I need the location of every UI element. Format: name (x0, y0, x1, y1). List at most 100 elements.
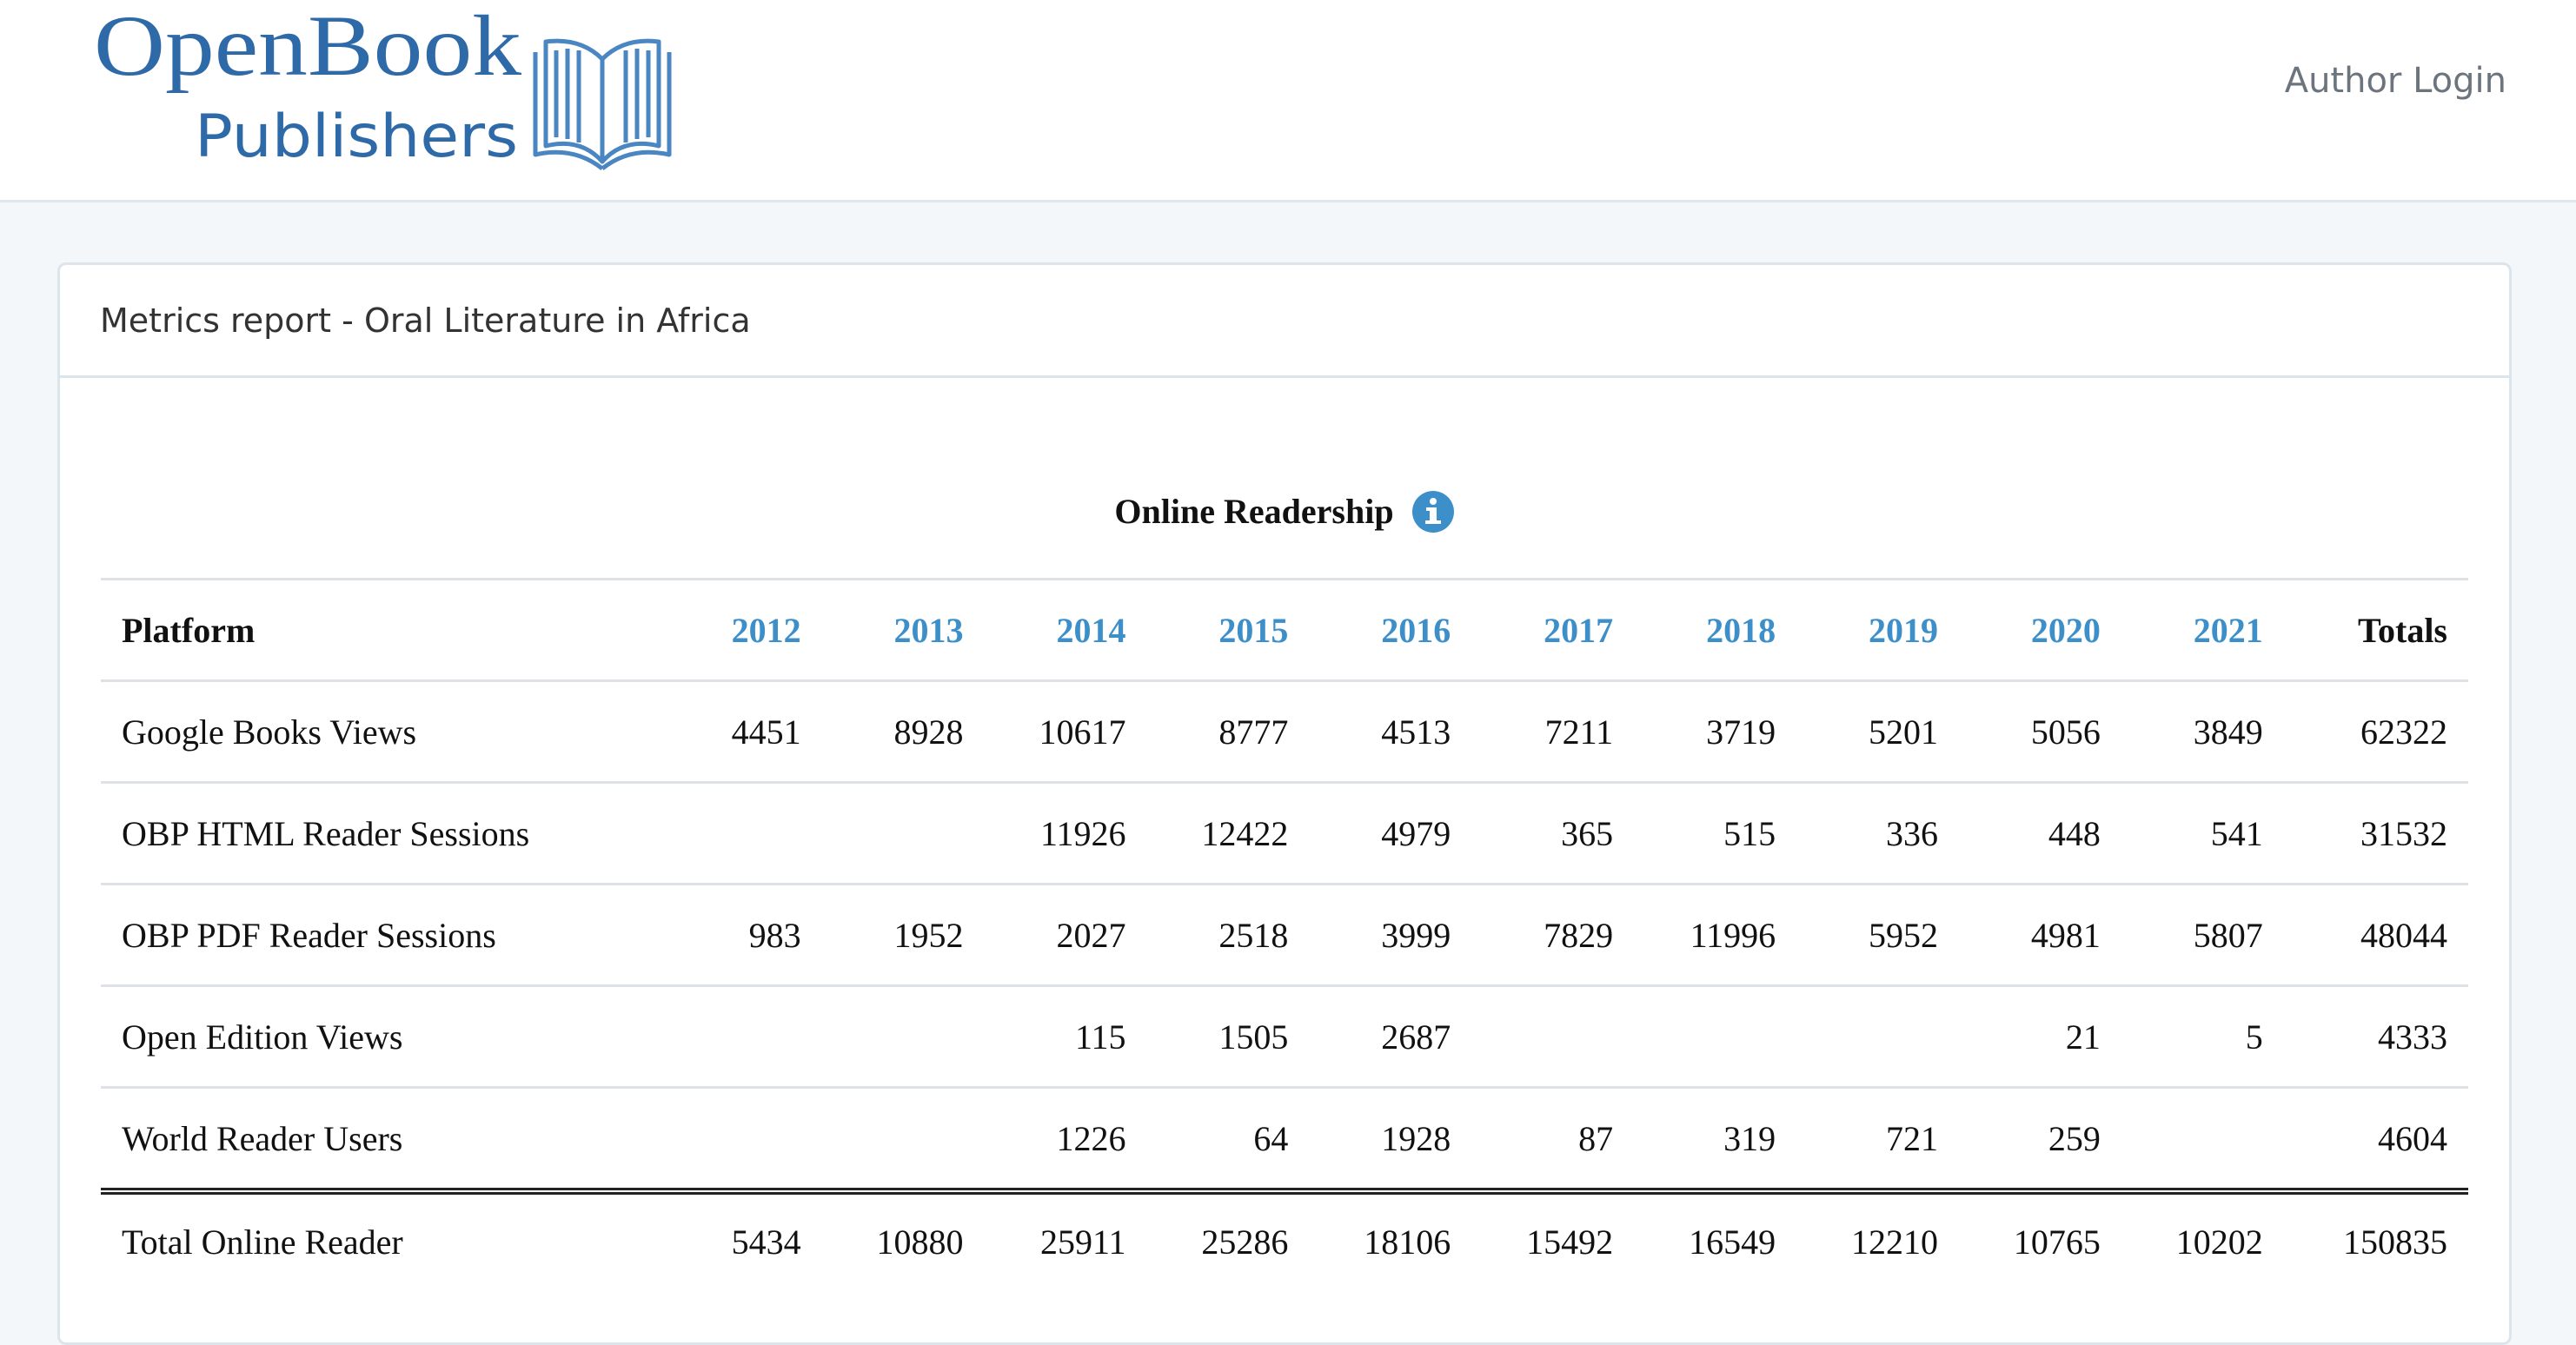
column-header-year[interactable]: 2016 (1309, 578, 1472, 681)
value-cell: 25911 (984, 1188, 1147, 1289)
value-cell: 11926 (984, 781, 1147, 885)
value-cell: 5201 (1796, 679, 1959, 783)
column-header-year[interactable]: 2015 (1146, 578, 1310, 681)
value-cell: 3999 (1309, 883, 1472, 986)
value-cell: 319 (1634, 1086, 1797, 1191)
platform-cell: Total Online Reader (101, 1188, 681, 1289)
online-readership-heading: Online Readership (60, 490, 2509, 533)
row-total-cell: 150835 (2283, 1188, 2468, 1289)
online-readership-title: Online Readership (1114, 492, 1394, 531)
value-cell: 8777 (1146, 679, 1310, 783)
value-cell: 5807 (2121, 883, 2284, 986)
card-header: Metrics report - Oral Literature in Afri… (60, 265, 2509, 378)
open-book-icon (533, 38, 672, 170)
column-header-year[interactable]: 2020 (1958, 578, 2121, 681)
value-cell: 3849 (2121, 679, 2284, 783)
value-cell: 5434 (681, 1188, 822, 1289)
value-cell: 5056 (1958, 679, 2121, 783)
value-cell (681, 781, 822, 885)
value-cell: 5952 (1796, 883, 1959, 986)
value-cell: 983 (681, 883, 822, 986)
value-cell (2121, 1086, 2284, 1191)
value-cell: 115 (984, 984, 1147, 1088)
value-cell: 15492 (1471, 1188, 1635, 1289)
value-cell (821, 1086, 985, 1191)
table-row: Open Edition Views 115 1505 2687 21 5 4333 (101, 984, 2468, 1088)
value-cell: 1505 (1146, 984, 1310, 1088)
table-row: OBP HTML Reader Sessions 11926 12422 4979 36… (101, 781, 2468, 885)
value-cell: 10765 (1958, 1188, 2121, 1289)
platform-cell: World Reader Users (101, 1086, 681, 1191)
value-cell: 12422 (1146, 781, 1310, 885)
table-row: Google Books Views 4451 8928 10617 8777 4513 7… (101, 679, 2468, 783)
value-cell: 1928 (1309, 1086, 1472, 1191)
value-cell (1796, 984, 1959, 1088)
value-cell (681, 1086, 822, 1191)
value-cell: 1952 (821, 883, 985, 986)
value-cell: 10202 (2121, 1188, 2284, 1289)
value-cell: 365 (1471, 781, 1635, 885)
value-cell: 87 (1471, 1086, 1635, 1191)
value-cell: 7829 (1471, 883, 1635, 986)
value-cell: 515 (1634, 781, 1797, 885)
table-header-row: Platform 2012 2013 2014 2015 2016 2017 2018 201… (101, 578, 2468, 681)
value-cell (821, 781, 985, 885)
table-row: World Reader Users 1226 64 1928 87 319 721 259 4… (101, 1086, 2468, 1191)
column-header-year[interactable]: 2013 (821, 578, 985, 681)
column-header-year[interactable]: 2012 (681, 578, 822, 681)
value-cell: 4451 (681, 679, 822, 783)
logo-text-openbook: OpenBook (94, 7, 521, 94)
value-cell (821, 984, 985, 1088)
online-readership-table: Platform 2012 2013 2014 2015 2016 2017 2018 201… (101, 578, 2468, 1289)
info-circle-icon[interactable] (1411, 490, 1455, 533)
platform-cell: OBP PDF Reader Sessions (101, 883, 681, 986)
author-login-link[interactable]: Author Login (2284, 61, 2506, 101)
platform-cell: Google Books Views (101, 679, 681, 783)
logo-text-publishers: Publishers (195, 103, 518, 171)
value-cell: 8928 (821, 679, 985, 783)
metrics-report-card: Metrics report - Oral Literature in Afri… (57, 262, 2512, 1345)
value-cell: 21 (1958, 984, 2121, 1088)
column-header-year[interactable]: 2014 (984, 578, 1147, 681)
platform-cell: OBP HTML Reader Sessions (101, 781, 681, 885)
openbook-logo[interactable]: OpenBook Publishers (94, 7, 685, 172)
row-total-cell: 4604 (2283, 1086, 2468, 1191)
column-header-year[interactable]: 2021 (2121, 578, 2284, 681)
column-header-year[interactable]: 2019 (1796, 578, 1959, 681)
value-cell: 259 (1958, 1086, 2121, 1191)
row-total-cell: 31532 (2283, 781, 2468, 885)
value-cell: 4513 (1309, 679, 1472, 783)
value-cell: 11996 (1634, 883, 1797, 986)
value-cell: 4979 (1309, 781, 1472, 885)
column-header-totals: Totals (2283, 578, 2468, 681)
value-cell: 4981 (1958, 883, 2121, 986)
value-cell: 18106 (1309, 1188, 1472, 1289)
row-total-cell: 4333 (2283, 984, 2468, 1088)
value-cell: 25286 (1146, 1188, 1310, 1289)
value-cell: 7211 (1471, 679, 1635, 783)
total-row: Total Online Reader 5434 10880 25911 25286 18… (101, 1188, 2468, 1289)
value-cell: 64 (1146, 1086, 1310, 1191)
top-navbar: OpenBook Publishers Author Login (0, 0, 2576, 202)
value-cell: 2518 (1146, 883, 1310, 986)
value-cell: 2687 (1309, 984, 1472, 1088)
value-cell: 10880 (821, 1188, 985, 1289)
column-header-platform: Platform (101, 578, 681, 681)
value-cell (1471, 984, 1635, 1088)
table-row: OBP PDF Reader Sessions 983 1952 2027 2518 39… (101, 883, 2468, 986)
column-header-year[interactable]: 2018 (1634, 578, 1797, 681)
value-cell: 721 (1796, 1086, 1959, 1191)
card-title: Metrics report - Oral Literature in Afri… (100, 301, 751, 340)
value-cell: 5 (2121, 984, 2284, 1088)
value-cell: 541 (2121, 781, 2284, 885)
row-total-cell: 62322 (2283, 679, 2468, 783)
value-cell (1634, 984, 1797, 1088)
value-cell: 336 (1796, 781, 1959, 885)
value-cell (681, 984, 822, 1088)
value-cell: 1226 (984, 1086, 1147, 1191)
row-total-cell: 48044 (2283, 883, 2468, 986)
value-cell: 2027 (984, 883, 1147, 986)
column-header-year[interactable]: 2017 (1471, 578, 1635, 681)
value-cell: 10617 (984, 679, 1147, 783)
value-cell: 3719 (1634, 679, 1797, 783)
